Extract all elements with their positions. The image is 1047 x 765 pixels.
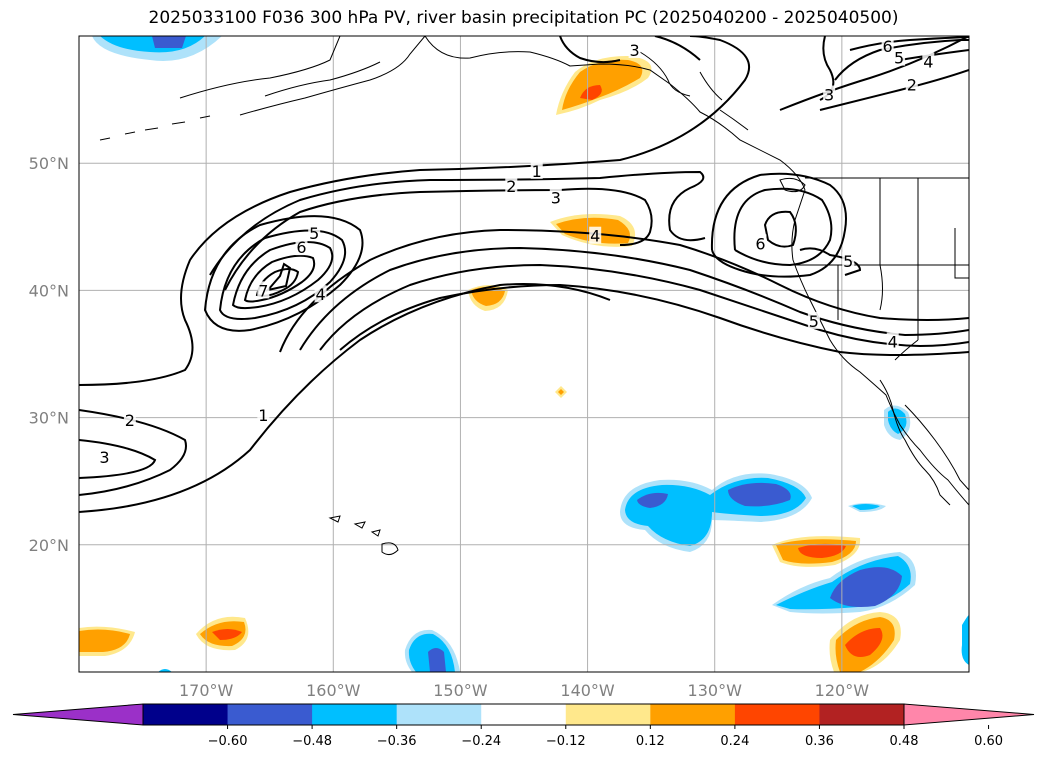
contour-label: 2 (907, 75, 917, 94)
colorbar-tick-label: 0.36 (805, 734, 834, 749)
contour-label-bg (123, 411, 136, 429)
lat-tick-label: 30°N (29, 409, 69, 428)
chart-title: 2025033100 F036 300 hPa PV, river basin … (148, 8, 899, 28)
contour-label: 1 (532, 162, 542, 181)
precip-patch (152, 36, 186, 48)
contour-label-bg (886, 332, 899, 350)
contour-label: 5 (809, 312, 819, 331)
contour-label: 3 (824, 86, 834, 105)
precip-patch (558, 389, 564, 395)
contour-label: 6 (755, 234, 765, 253)
contour-label-bg (257, 406, 270, 424)
contour-label-bg (922, 52, 935, 70)
contour-label: 2 (506, 177, 516, 196)
contour-label-bg (807, 311, 820, 329)
lon-tick-label: 160°W (306, 681, 361, 700)
gridlines (79, 36, 969, 672)
contour-label-bg (530, 161, 543, 179)
contour-label-bg (905, 75, 918, 93)
colorbar-segment (481, 704, 567, 725)
colorbar-tick-label: −0.60 (208, 734, 248, 749)
precip-patch (845, 628, 883, 658)
precip-patch (428, 648, 446, 672)
colorbar-segment (565, 704, 651, 725)
contour-label: 7 (258, 281, 268, 300)
contour-label-bg (589, 226, 602, 244)
map-frame (78, 35, 970, 673)
colorbar-segment (819, 704, 905, 725)
precip-patch (728, 482, 791, 507)
lon-tick-label: 150°W (433, 681, 488, 700)
contour-label-bg (314, 285, 327, 303)
lon-tick-label: 130°W (688, 681, 743, 700)
pv-contours (79, 36, 969, 513)
lon-tick-label: 120°W (815, 681, 870, 700)
lat-tick-label: 20°N (29, 536, 69, 555)
contour-label: 5 (894, 49, 904, 68)
contour-label: 4 (590, 227, 600, 246)
colorbar-segment (650, 704, 736, 725)
contour-label-bg (823, 85, 836, 103)
precip-patch (79, 629, 130, 652)
colorbar-tick-label: 0.12 (636, 734, 665, 749)
contour-label: 5 (309, 224, 319, 243)
colorbar-segment (227, 704, 313, 725)
contour-label-bg (628, 40, 641, 58)
precip-patch (798, 543, 846, 558)
colorbar-segment (143, 704, 229, 725)
contour-label: 1 (258, 406, 268, 425)
contour-label-bg (505, 177, 518, 195)
colorbar-extend-low (12, 703, 144, 726)
contour-label-bg (257, 281, 270, 299)
contour-label: 4 (315, 285, 325, 304)
colorbar-segment (396, 704, 482, 725)
lat-tick-label: 40°N (29, 281, 69, 300)
colorbar-tick-label: 0.60 (974, 734, 1003, 749)
contour-label: 6 (883, 37, 893, 56)
coastlines (99, 36, 969, 556)
colorbar-tick-label: −0.12 (546, 734, 586, 749)
contour-label-bg (842, 252, 855, 270)
lon-tick-label: 170°W (179, 681, 234, 700)
precip-patch (580, 85, 602, 100)
colorbar-segment (312, 704, 398, 725)
colorbar: −0.60 −0.48 −0.36 −0.24 −0.12 0.12 0.24 0.36 0.4… (12, 703, 1035, 749)
precip-patch (637, 492, 668, 508)
colorbar-tick-label: −0.48 (292, 734, 332, 749)
contour-label-bg (754, 234, 767, 252)
contour-label: 2 (125, 411, 135, 430)
contour-label: 3 (99, 448, 109, 467)
contour-label: 3 (630, 41, 640, 60)
colorbar-frame (142, 703, 905, 726)
precip-patch (158, 669, 172, 672)
contour-label: 6 (296, 238, 306, 257)
precip-patch (961, 615, 969, 665)
precip-shading (79, 36, 969, 672)
contour-label: 5 (843, 252, 853, 271)
longitude-axis: 170°W 160°W 150°W 140°W 130°W 120°W (179, 681, 869, 700)
contour-label-bg (295, 238, 308, 256)
precip-patch (212, 629, 242, 640)
precip-patch (852, 504, 880, 510)
contour-label-bg (893, 48, 906, 66)
colorbar-segment (734, 704, 820, 725)
lon-tick-label: 140°W (560, 681, 615, 700)
colorbar-tick-label: 0.24 (720, 734, 749, 749)
contour-label-bg (549, 188, 562, 206)
contour-label: 4 (923, 52, 933, 71)
colorbar-tick-label: −0.36 (377, 734, 417, 749)
colorbar-extend-high (903, 703, 1035, 726)
contour-label-bg (308, 224, 321, 242)
colorbar-tick-label: −0.24 (461, 734, 501, 749)
colorbar-tick-label: 0.48 (890, 734, 919, 749)
contour-label: 4 (888, 332, 898, 351)
latitude-axis: 20°N 30°N 40°N 50°N (29, 154, 69, 555)
contour-label-bg (98, 448, 111, 466)
lat-tick-label: 50°N (29, 154, 69, 173)
contour-label: 3 (551, 189, 561, 208)
precip-patch (830, 567, 902, 607)
contour-label-bg (881, 37, 894, 55)
